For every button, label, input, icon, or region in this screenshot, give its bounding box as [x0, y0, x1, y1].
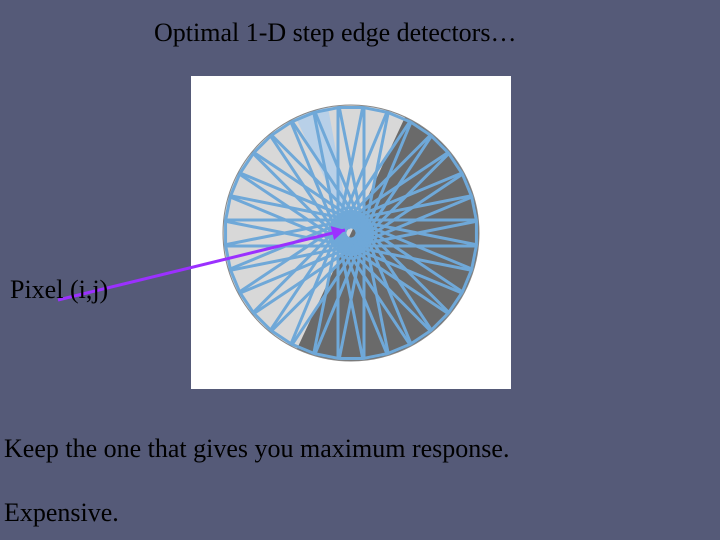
body-line-2-text: Expensive. [4, 498, 119, 527]
body-line-1: Keep the one that gives you maximum resp… [4, 434, 509, 464]
pixel-label: Pixel (i,j) [10, 275, 108, 305]
slide-root: Optimal 1-D step edge detectors… Pixel (… [0, 0, 720, 540]
body-line-1-text: Keep the one that gives you maximum resp… [4, 434, 509, 463]
body-line-2: Expensive. [4, 498, 119, 528]
pixel-label-text: Pixel (i,j) [10, 275, 108, 304]
